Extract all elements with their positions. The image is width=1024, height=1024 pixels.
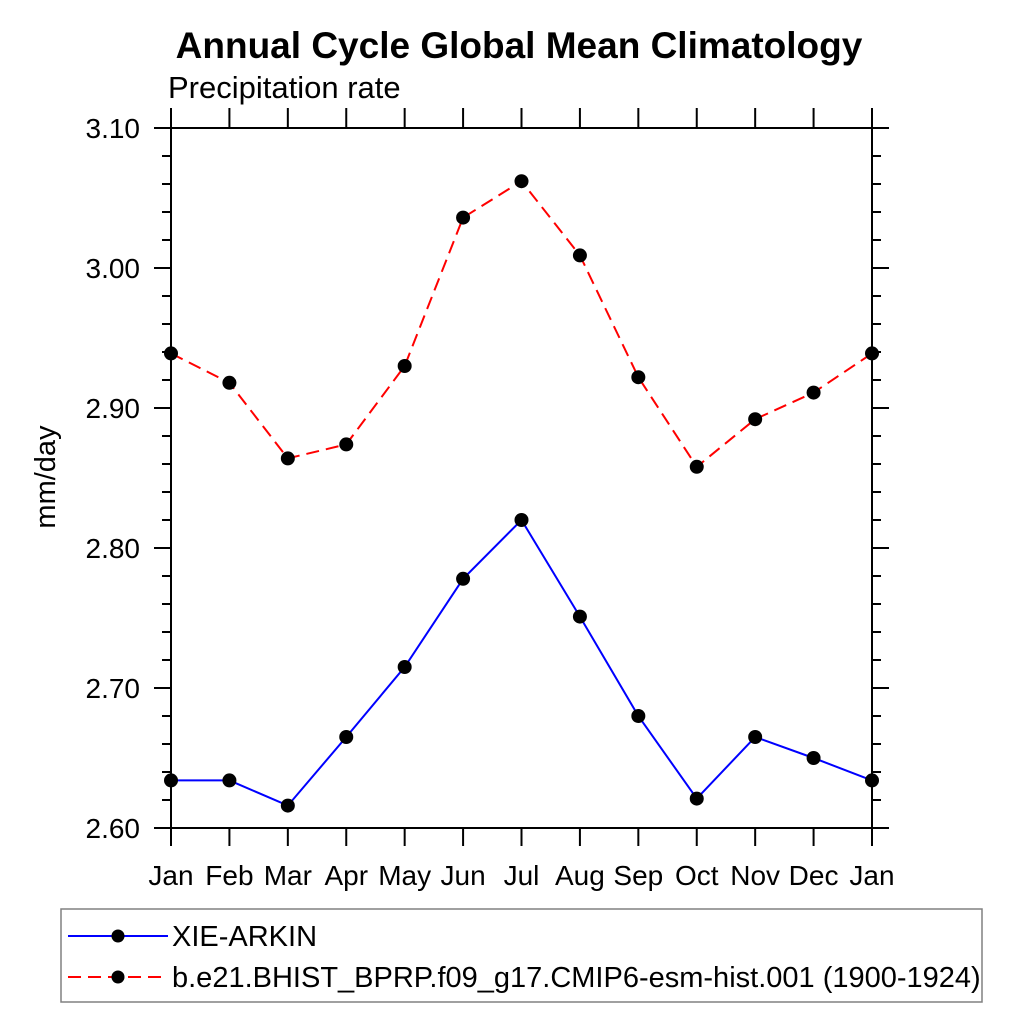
data-point-marker <box>572 248 587 263</box>
legend-marker-dot <box>111 970 125 984</box>
data-point-marker <box>748 730 763 744</box>
data-point-marker <box>397 660 412 674</box>
data-point-marker <box>748 412 763 427</box>
y-tick-label: 2.60 <box>86 813 141 844</box>
plot-frame <box>170 127 873 829</box>
y-tick-label: 3.00 <box>86 253 141 284</box>
data-point-marker <box>631 370 646 385</box>
data-point-marker <box>689 791 704 806</box>
data-point-marker <box>280 798 295 813</box>
data-series <box>164 174 879 813</box>
y-axis-label: mm/day <box>30 425 62 529</box>
legend-label-xie-arkin: XIE-ARKIN <box>172 921 317 953</box>
x-tick-label: Apr <box>324 860 368 891</box>
data-point-marker <box>456 571 471 586</box>
data-point-marker <box>631 709 646 723</box>
x-tick-label: Nov <box>730 860 780 891</box>
legend-label-model: b.e21.BHIST_BPRP.f09_g17.CMIP6-esm-hist.… <box>172 962 981 994</box>
y-tick-label: 2.80 <box>86 533 141 564</box>
legend-border <box>60 908 983 1003</box>
x-tick-label: Mar <box>264 860 312 891</box>
x-tick-label: Dec <box>789 860 839 891</box>
x-tick-label: May <box>378 860 431 891</box>
legend-entry-model: b.e21.BHIST_BPRP.f09_g17.CMIP6-esm-hist.… <box>68 962 981 994</box>
legend-marker-dot <box>111 929 125 943</box>
x-tick-label: Aug <box>555 860 605 891</box>
data-point-marker <box>397 359 412 373</box>
data-point-marker <box>339 730 354 744</box>
x-tick-label: Sep <box>613 860 663 891</box>
legend-box: XIE-ARKIN b.e21.BHIST_BPRP.f09_g17.CMIP6… <box>60 908 983 1003</box>
y-tick-label: 2.70 <box>86 673 141 704</box>
series-line-1 <box>170 179 873 469</box>
chart-title: Annual Cycle Global Mean Climatology <box>176 25 863 66</box>
x-tick-label: Feb <box>205 860 253 891</box>
y-tick-labels: 3.10 3.00 2.90 2.80 2.70 2.60 <box>86 113 141 844</box>
x-tick-label: Jun <box>441 860 486 891</box>
data-point-marker <box>222 773 237 788</box>
x-tick-label: Oct <box>675 860 719 891</box>
data-point-marker <box>806 385 821 400</box>
data-point-marker <box>222 375 237 390</box>
chart-subtitle: Precipitation rate <box>168 70 401 105</box>
data-point-marker <box>339 437 354 452</box>
data-point-marker <box>280 451 295 466</box>
x-tick-labels: Jan Feb Mar Apr May Jun Jul Aug Sep Oct Nov Dec Jan <box>148 860 894 891</box>
data-point-marker <box>806 751 821 765</box>
data-point-marker <box>514 513 529 527</box>
x-tick-label: Jan <box>148 860 193 891</box>
data-point-marker <box>689 459 704 474</box>
axis-ticks <box>154 108 889 846</box>
data-point-marker <box>456 210 471 225</box>
y-tick-label: 2.90 <box>86 393 141 424</box>
series-line-0 <box>171 518 873 807</box>
legend-entry-xie-arkin: XIE-ARKIN <box>68 921 317 953</box>
data-point-marker <box>514 174 529 189</box>
x-tick-label: Jul <box>504 860 540 891</box>
data-point-marker <box>572 609 587 624</box>
x-tick-label: Jan <box>849 860 894 891</box>
y-tick-label: 3.10 <box>86 113 141 144</box>
